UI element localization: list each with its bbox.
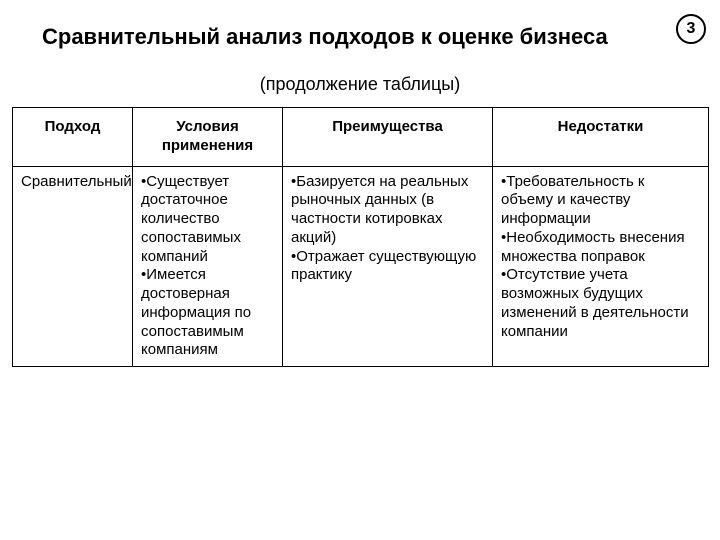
slide: 3 Сравнительный анализ подходов к оценке… [0,0,720,540]
header-drawbacks: Недостатки [493,108,709,167]
table-row: Сравнительный •Существует достаточное ко… [13,166,709,367]
table-header-row: Подход Условия применения Преимущества Н… [13,108,709,167]
cell-drawbacks: •Требовательность к объему и качеству ин… [493,166,709,367]
slide-subtitle: (продолжение таблицы) [12,74,708,95]
slide-title: Сравнительный анализ подходов к оценке б… [42,24,668,50]
header-conditions: Условия применения [133,108,283,167]
comparison-table: Подход Условия применения Преимущества Н… [12,107,709,367]
cell-conditions: •Существует достаточное количество сопос… [133,166,283,367]
cell-approach: Сравнительный [13,166,133,367]
page-number-text: 3 [687,20,696,38]
cell-advantages: •Базируется на реальных рыночных данных … [283,166,493,367]
header-advantages: Преимущества [283,108,493,167]
header-approach: Подход [13,108,133,167]
page-number-badge: 3 [676,14,706,44]
